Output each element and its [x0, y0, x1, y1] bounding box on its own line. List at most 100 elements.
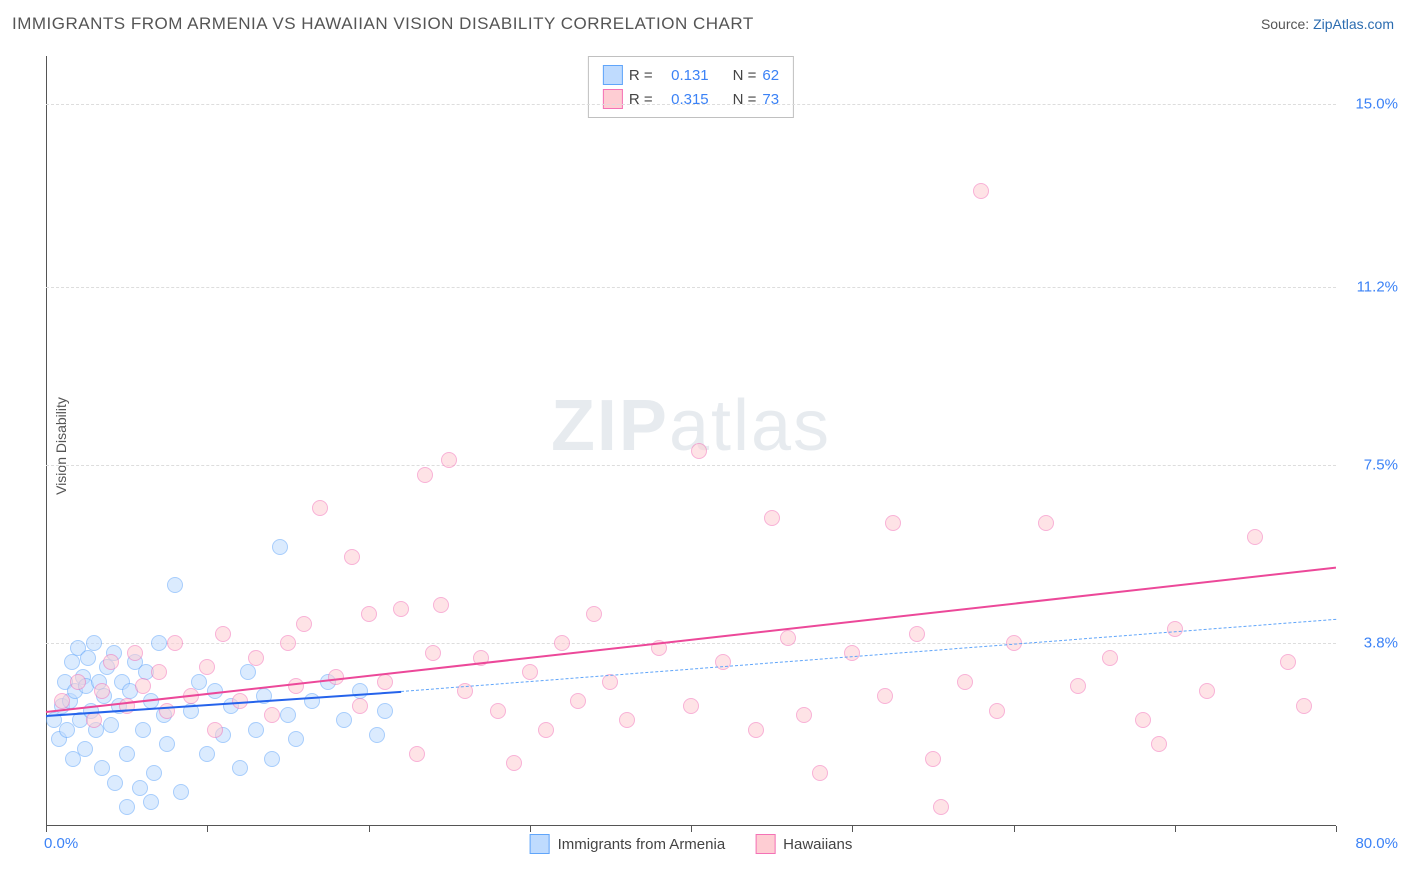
chart-title: IMMIGRANTS FROM ARMENIA VS HAWAIIAN VISI…: [12, 14, 754, 34]
scatter-point-armenia: [86, 635, 102, 651]
scatter-point-armenia: [288, 731, 304, 747]
scatter-point-hawaiians: [54, 693, 70, 709]
legend-item-hawaiians: Hawaiians: [755, 834, 852, 854]
scatter-point-armenia: [151, 635, 167, 651]
scatter-point-hawaiians: [989, 703, 1005, 719]
scatter-point-hawaiians: [1135, 712, 1151, 728]
y-tick-label: 15.0%: [1355, 96, 1398, 113]
scatter-point-hawaiians: [933, 799, 949, 815]
scatter-point-armenia: [119, 799, 135, 815]
scatter-point-armenia: [119, 746, 135, 762]
scatter-point-hawaiians: [844, 645, 860, 661]
legend-label-hawaiians: Hawaiians: [783, 836, 852, 853]
scatter-point-hawaiians: [94, 683, 110, 699]
x-axis-origin-label: 0.0%: [44, 835, 78, 852]
scatter-point-hawaiians: [925, 751, 941, 767]
legend-swatch-hawaiians: [603, 89, 623, 109]
scatter-point-hawaiians: [506, 755, 522, 771]
scatter-point-hawaiians: [885, 515, 901, 531]
y-tick-label: 7.5%: [1364, 457, 1398, 474]
scatter-point-hawaiians: [1151, 736, 1167, 752]
scatter-point-hawaiians: [1280, 654, 1296, 670]
scatter-point-hawaiians: [248, 650, 264, 666]
scatter-point-armenia: [143, 794, 159, 810]
y-tick-label: 3.8%: [1364, 635, 1398, 652]
legend-swatch-hawaiians-bottom: [755, 834, 775, 854]
scatter-point-hawaiians: [264, 707, 280, 723]
scatter-point-armenia: [135, 722, 151, 738]
grid-line: [46, 287, 1336, 288]
trend-line: [46, 566, 1336, 712]
scatter-point-hawaiians: [296, 616, 312, 632]
scatter-point-hawaiians: [570, 693, 586, 709]
scatter-point-armenia: [272, 539, 288, 555]
scatter-plot-area: ZIPatlas 0.0% 80.0% R = 0.131 N = 62 R =…: [46, 56, 1336, 826]
legend-swatch-armenia: [603, 65, 623, 85]
scatter-point-armenia: [377, 703, 393, 719]
scatter-point-hawaiians: [554, 635, 570, 651]
scatter-point-armenia: [191, 674, 207, 690]
scatter-point-hawaiians: [70, 674, 86, 690]
scatter-point-hawaiians: [215, 626, 231, 642]
x-tick: [46, 826, 47, 832]
scatter-point-hawaiians: [288, 678, 304, 694]
scatter-point-hawaiians: [352, 698, 368, 714]
scatter-point-armenia: [264, 751, 280, 767]
scatter-point-hawaiians: [151, 664, 167, 680]
scatter-point-hawaiians: [1296, 698, 1312, 714]
scatter-point-armenia: [232, 760, 248, 776]
scatter-point-hawaiians: [1247, 529, 1263, 545]
scatter-point-armenia: [107, 775, 123, 791]
scatter-point-hawaiians: [780, 630, 796, 646]
scatter-point-hawaiians: [683, 698, 699, 714]
legend-swatch-armenia-bottom: [530, 834, 550, 854]
scatter-point-armenia: [280, 707, 296, 723]
watermark-zip: ZIP: [551, 386, 669, 466]
source-attribution: Source: ZipAtlas.com: [1261, 16, 1394, 32]
scatter-point-hawaiians: [691, 443, 707, 459]
scatter-point-hawaiians: [619, 712, 635, 728]
scatter-point-hawaiians: [957, 674, 973, 690]
legend-row-armenia: R = 0.131 N = 62: [603, 63, 779, 87]
n-value-armenia: 62: [762, 67, 779, 84]
scatter-point-armenia: [304, 693, 320, 709]
scatter-point-armenia: [167, 577, 183, 593]
scatter-point-armenia: [132, 780, 148, 796]
source-prefix: Source:: [1261, 16, 1313, 32]
scatter-point-hawaiians: [1070, 678, 1086, 694]
scatter-point-hawaiians: [127, 645, 143, 661]
grid-line: [46, 465, 1336, 466]
y-tick-label: 11.2%: [1357, 279, 1398, 296]
scatter-point-armenia: [64, 654, 80, 670]
scatter-point-armenia: [369, 727, 385, 743]
scatter-point-hawaiians: [159, 703, 175, 719]
scatter-point-armenia: [159, 736, 175, 752]
r-value-armenia: 0.131: [659, 67, 709, 84]
grid-line: [46, 104, 1336, 105]
scatter-point-armenia: [173, 784, 189, 800]
scatter-point-hawaiians: [441, 452, 457, 468]
scatter-point-hawaiians: [812, 765, 828, 781]
n-label: N =: [733, 67, 757, 84]
x-axis-max-label: 80.0%: [1355, 835, 1398, 852]
scatter-point-armenia: [146, 765, 162, 781]
correlation-legend: R = 0.131 N = 62 R = 0.315 N = 73: [588, 56, 794, 118]
scatter-point-hawaiians: [586, 606, 602, 622]
series-legend: Immigrants from Armenia Hawaiians: [530, 834, 853, 854]
scatter-point-hawaiians: [280, 635, 296, 651]
scatter-point-hawaiians: [764, 510, 780, 526]
scatter-point-hawaiians: [538, 722, 554, 738]
grid-line: [46, 643, 1336, 644]
scatter-point-armenia: [199, 746, 215, 762]
legend-label-armenia: Immigrants from Armenia: [558, 836, 726, 853]
scatter-point-hawaiians: [103, 654, 119, 670]
chart-header: IMMIGRANTS FROM ARMENIA VS HAWAIIAN VISI…: [12, 14, 1394, 34]
scatter-point-hawaiians: [361, 606, 377, 622]
scatter-point-hawaiians: [312, 500, 328, 516]
scatter-point-hawaiians: [1199, 683, 1215, 699]
legend-row-hawaiians: R = 0.315 N = 73: [603, 87, 779, 111]
source-link[interactable]: ZipAtlas.com: [1313, 16, 1394, 32]
scatter-point-hawaiians: [877, 688, 893, 704]
scatter-point-armenia: [80, 650, 96, 666]
scatter-point-hawaiians: [1038, 515, 1054, 531]
